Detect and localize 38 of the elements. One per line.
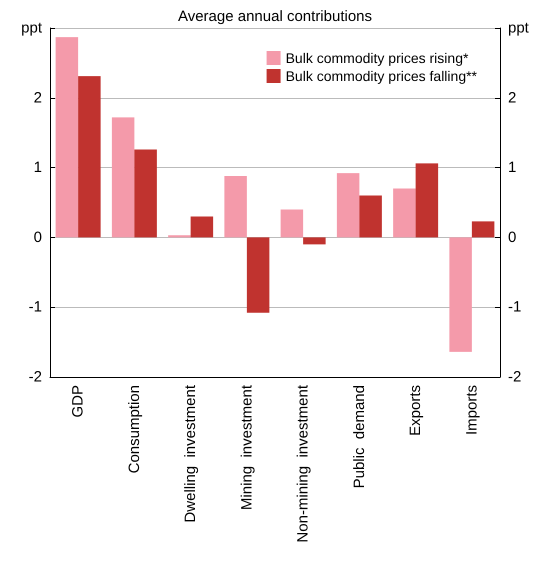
legend-label: Bulk commodity prices rising* bbox=[286, 50, 469, 66]
bar bbox=[56, 37, 78, 238]
chart-title: Average annual contributions bbox=[178, 8, 372, 25]
bar bbox=[303, 237, 326, 244]
y-tick-label: 1 bbox=[34, 159, 42, 176]
y-tick-label: ppt bbox=[21, 20, 43, 36]
bar bbox=[393, 188, 416, 238]
bar bbox=[224, 176, 247, 238]
y2-tick-label: 1 bbox=[508, 159, 516, 176]
legend-label: Bulk commodity prices falling** bbox=[286, 68, 478, 84]
y2-tick-label: -1 bbox=[508, 298, 522, 316]
bar bbox=[246, 237, 270, 313]
y2-tick-label: ppt bbox=[508, 20, 530, 36]
x-tick-label: Exports bbox=[407, 385, 424, 436]
bar bbox=[359, 196, 382, 238]
y-tick-label: -1 bbox=[28, 298, 42, 316]
bar bbox=[449, 237, 472, 352]
bar bbox=[416, 163, 438, 238]
y2-tick-label: -2 bbox=[508, 368, 522, 386]
bar bbox=[472, 221, 494, 238]
x-tick-label: Consumption bbox=[126, 385, 143, 474]
x-tick-label: GDP bbox=[70, 385, 87, 418]
y-tick-label: -2 bbox=[28, 368, 42, 386]
bar bbox=[78, 76, 101, 238]
bar bbox=[190, 216, 214, 238]
x-tick-label: Mining investment bbox=[238, 384, 256, 510]
bar bbox=[112, 117, 134, 238]
x-tick-label: Public demand bbox=[350, 385, 368, 488]
y2-tick-label: 0 bbox=[508, 228, 516, 246]
bar bbox=[280, 209, 304, 238]
x-tick-label: Dwelling investment bbox=[182, 384, 200, 523]
x-tick-label: Non-mining investment bbox=[294, 384, 312, 543]
y-tick-label: 0 bbox=[34, 228, 42, 246]
bar bbox=[134, 149, 157, 238]
bar bbox=[336, 173, 360, 238]
y2-tick-label: 2 bbox=[508, 89, 516, 106]
x-tick-label: Imports bbox=[463, 385, 480, 436]
y-tick-label: 2 bbox=[34, 89, 42, 106]
